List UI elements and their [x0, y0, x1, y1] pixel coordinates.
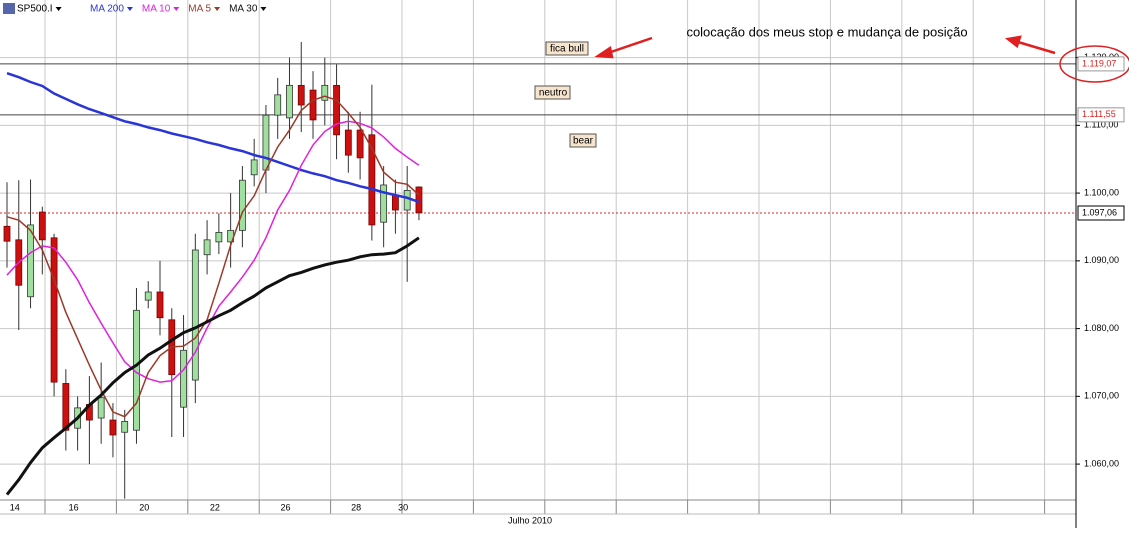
- y-tick-label: 1.110,00: [1084, 120, 1118, 130]
- symbol-icon: [3, 3, 15, 14]
- level-label-box: [1077, 205, 1125, 221]
- legend-entry[interactable]: MA 30: [229, 4, 258, 15]
- candle-body: [203, 239, 211, 256]
- candle-body: [250, 159, 258, 176]
- candle-body: [109, 419, 117, 436]
- candle-body: [27, 224, 34, 298]
- candle-body: [3, 225, 11, 242]
- legend-dropdown[interactable]: [214, 7, 221, 11]
- x-tick-label: 28: [351, 502, 361, 512]
- title-dropdown[interactable]: [55, 7, 62, 11]
- y-tick-label: 1.070,00: [1084, 391, 1119, 401]
- annotation-box: [569, 133, 597, 148]
- right-axis: 1.060,00 1.070,00 1.080,00 1.090,00 1.100,00…: [1075, 0, 1125, 528]
- y-tick-label: 1.100,00: [1084, 187, 1119, 197]
- grid: Julho 2010 14 16 20 22 26 28 30: [0, 0, 1076, 525]
- legend-entry[interactable]: MA 5: [188, 4, 211, 15]
- candle-body: [333, 84, 340, 136]
- symbol-title[interactable]: SP500.I: [17, 4, 53, 15]
- annotation-box: [545, 41, 589, 56]
- y-tick-label: 1.080,00: [1084, 323, 1119, 333]
- ma-line: [6, 95, 420, 418]
- x-tick-label: 30: [398, 502, 408, 512]
- candle-body: [392, 194, 399, 211]
- candle-body: [38, 211, 46, 241]
- candle-body: [321, 84, 329, 101]
- annotation: bear: [573, 136, 594, 147]
- candle-body: [368, 134, 376, 226]
- ma-line: [6, 120, 420, 383]
- level-label: 1.119,07: [1082, 58, 1116, 68]
- arrow-head: [1004, 35, 1022, 49]
- candle-body: [286, 84, 293, 119]
- candle-body: [215, 231, 223, 243]
- candle-body: [309, 89, 317, 121]
- candle-body: [62, 383, 70, 431]
- candle-body: [50, 237, 58, 383]
- level-label-box: [1077, 56, 1125, 72]
- annotation: colocação dos meus stop e mudança de pos…: [686, 24, 967, 39]
- legend-entry[interactable]: MA 200: [90, 4, 124, 15]
- ma-line: [5, 236, 420, 496]
- level-label: 1.097,06: [1082, 207, 1117, 217]
- legend-dropdown[interactable]: [126, 7, 133, 11]
- candle-body: [274, 94, 282, 116]
- level-label: 1.111,55: [1082, 109, 1116, 119]
- month-label: Julho 2010: [508, 515, 552, 525]
- legend-dropdown[interactable]: [260, 7, 267, 11]
- legend-entry[interactable]: MA 10: [142, 4, 171, 15]
- annotation-box: [534, 85, 571, 100]
- candle-body: [262, 114, 270, 171]
- annotation: neutro: [539, 88, 568, 99]
- y-tick-label: 1.090,00: [1084, 255, 1119, 265]
- candle-body: [297, 84, 305, 106]
- arrows: [594, 35, 1056, 59]
- candle-body: [144, 291, 152, 301]
- x-tick-label: 20: [139, 502, 149, 512]
- x-tick-label: 26: [280, 502, 290, 512]
- y-tick-label: 1.060,00: [1084, 458, 1119, 468]
- x-tick-label: 14: [10, 502, 20, 512]
- candle-body: [180, 349, 187, 408]
- candle-body: [380, 184, 388, 223]
- candle-body: [156, 291, 164, 319]
- arrow-head: [594, 45, 614, 59]
- x-tick-label: 22: [210, 502, 220, 512]
- candle-body: [238, 179, 246, 231]
- highlight-ellipse: [1059, 45, 1129, 83]
- candle-body: [403, 189, 411, 211]
- arrow: [607, 36, 653, 55]
- arrow: [1017, 40, 1056, 55]
- candle-body: [121, 421, 129, 433]
- candle-body: [97, 397, 105, 419]
- annotation: fica bull: [550, 44, 584, 55]
- level-label-box: [1077, 107, 1125, 123]
- ma-line: [6, 72, 420, 204]
- candle-body: [356, 129, 364, 159]
- candle-body: [191, 249, 199, 381]
- candle-body: [344, 129, 352, 156]
- plot: [0, 42, 1076, 499]
- x-tick-label: 16: [69, 502, 79, 512]
- legend: MA 200 MA 10 MA 5 MA 30: [90, 4, 267, 15]
- legend-dropdown[interactable]: [173, 7, 180, 11]
